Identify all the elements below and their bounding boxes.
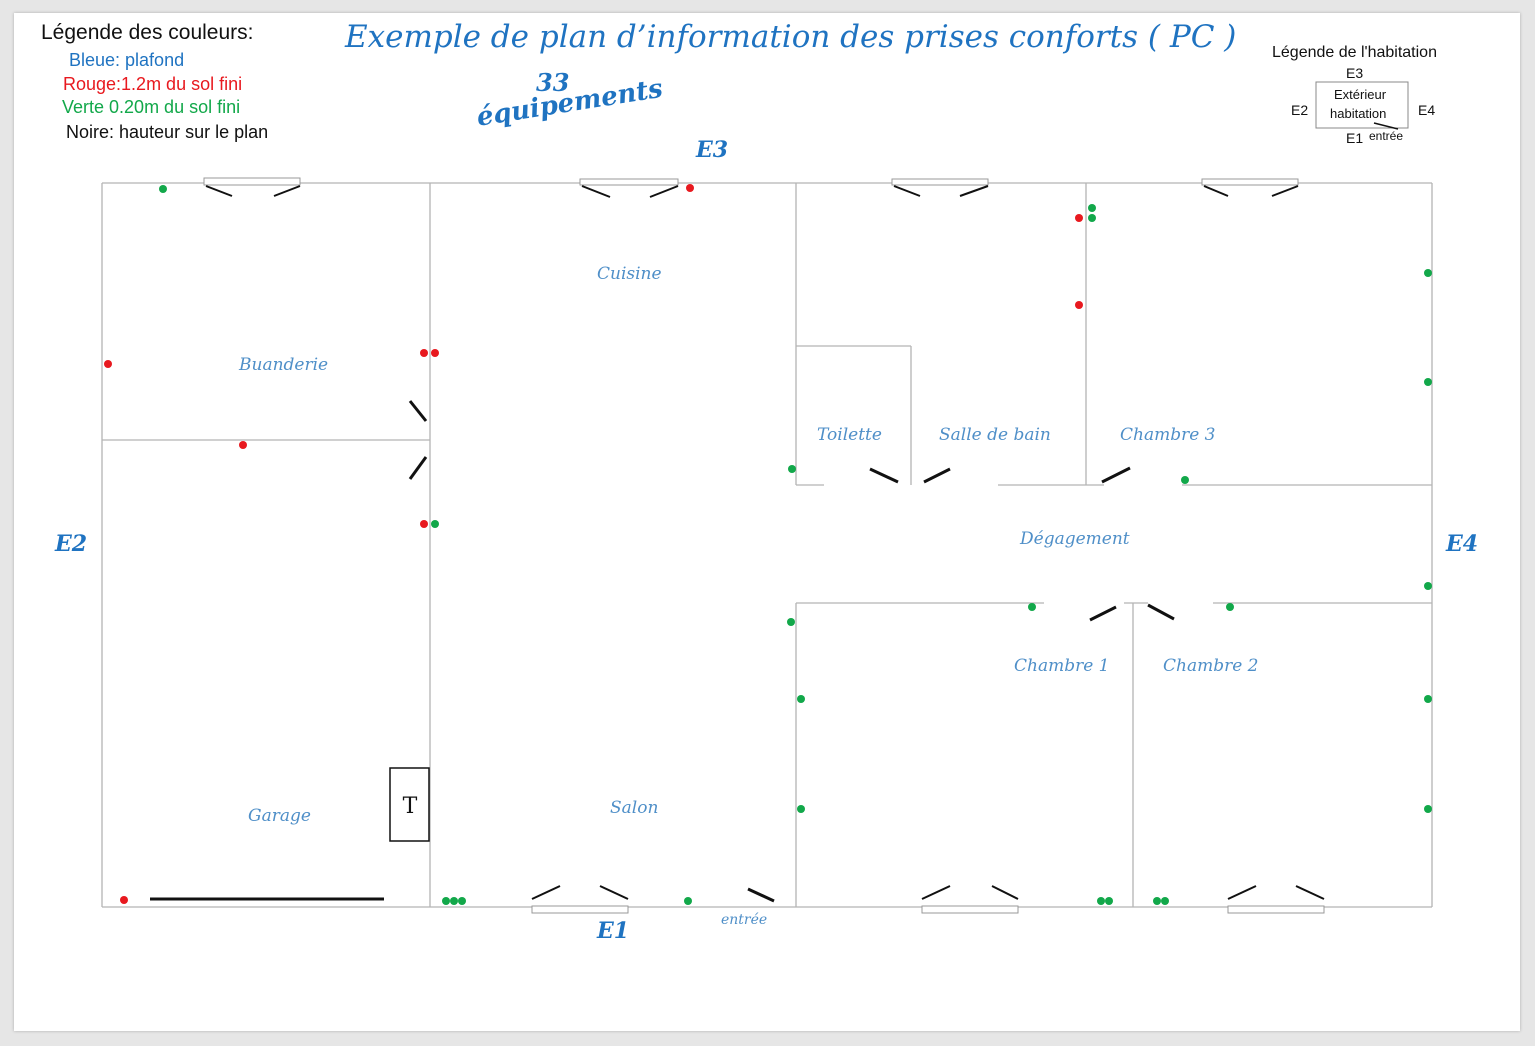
window-salle-de-bain <box>891 178 989 197</box>
outlet-green <box>1097 897 1105 905</box>
window-chambre1 <box>921 885 1019 914</box>
door-entree <box>747 887 775 903</box>
room-label-chambre1: Chambre 1 <box>1014 656 1110 676</box>
legend-e2: E2 <box>1291 102 1309 118</box>
door-chambre1 <box>1089 605 1117 622</box>
outlet-red <box>120 896 128 904</box>
outlet-green <box>1424 805 1432 813</box>
legend-green: Verte 0.20m du sol fini <box>62 97 241 117</box>
outlets <box>104 184 1432 905</box>
door-toilette <box>869 467 899 484</box>
room-label-cuisine: Cuisine <box>597 264 662 284</box>
outlet-green <box>431 520 439 528</box>
outlet-green <box>442 897 450 905</box>
habitation-legend-diagram <box>1315 81 1409 130</box>
outlet-green <box>159 185 167 193</box>
habitation-legend-heading: Légende de l'habitation <box>1272 44 1437 61</box>
room-label-salle-de-bain: Salle de bain <box>939 425 1051 445</box>
slide: T <box>14 13 1520 1031</box>
outlet-red <box>1075 301 1083 309</box>
legend-blue: Bleue: plafond <box>69 50 185 70</box>
color-legend-heading: Légende des couleurs: <box>41 21 254 44</box>
outlet-green <box>1161 897 1169 905</box>
side-label-e1: E1 <box>597 918 630 944</box>
door-chambre3 <box>1101 466 1131 484</box>
legend-e1: E1 <box>1346 130 1364 146</box>
door-buanderie <box>408 400 428 422</box>
page-title: Exemple de plan d’information des prises… <box>345 19 1237 55</box>
outlet-green <box>1424 695 1432 703</box>
outlet-red <box>420 349 428 357</box>
room-label-garage: Garage <box>248 806 311 826</box>
outlet-green <box>797 805 805 813</box>
outlet-green <box>1088 204 1096 212</box>
side-label-e4: E4 <box>1446 531 1479 557</box>
outlet-green <box>1424 269 1432 277</box>
window-chambre3 <box>1201 178 1299 197</box>
outlet-green <box>797 695 805 703</box>
window-cuisine <box>579 178 679 198</box>
outlet-green <box>1424 378 1432 386</box>
outlet-red <box>1075 214 1083 222</box>
outlet-green <box>1105 897 1113 905</box>
side-label-e3: E3 <box>696 137 729 163</box>
door-chambre2 <box>1147 603 1175 621</box>
side-label-e2: E2 <box>55 531 88 557</box>
outlet-green <box>450 897 458 905</box>
equipment-count: 33 <box>536 68 570 97</box>
legend-black: Noire: hauteur sur le plan <box>66 122 269 142</box>
room-label-salon: Salon <box>610 798 659 818</box>
outlet-green <box>684 897 692 905</box>
entrance-label: entrée <box>721 912 768 928</box>
walls <box>101 182 1433 908</box>
outlet-red <box>239 441 247 449</box>
outlet-red <box>431 349 439 357</box>
outlet-green <box>1226 603 1234 611</box>
outlet-green <box>787 618 795 626</box>
room-label-buanderie: Buanderie <box>239 355 329 375</box>
window-salon <box>531 885 629 914</box>
room-label-chambre3: Chambre 3 <box>1120 425 1216 445</box>
electrical-panel: T <box>389 767 430 842</box>
room-label-degagement: Dégagement <box>1020 529 1130 549</box>
door-salle-de-bain <box>923 467 951 484</box>
outlet-red <box>686 184 694 192</box>
outlet-green <box>458 897 466 905</box>
door-garage <box>408 456 428 480</box>
room-label-toilette: Toilette <box>817 425 882 445</box>
doors <box>150 400 1175 903</box>
legend-e4: E4 <box>1418 102 1436 118</box>
legend-box-line2: habitation <box>1330 106 1387 121</box>
electrical-panel-label: T <box>403 794 418 819</box>
outlet-green <box>1424 582 1432 590</box>
window-chambre2 <box>1227 885 1325 914</box>
windows <box>203 177 1325 914</box>
room-label-chambre2: Chambre 2 <box>1163 656 1259 676</box>
legend-e3: E3 <box>1346 65 1364 81</box>
legend-red: Rouge:1.2m du sol fini <box>63 74 243 94</box>
outlet-green <box>788 465 796 473</box>
outlet-green <box>1028 603 1036 611</box>
outlet-red <box>420 520 428 528</box>
outlet-green <box>1181 476 1189 484</box>
outlet-red <box>104 360 112 368</box>
legend-box-line1: Extérieur <box>1334 87 1387 102</box>
outlet-green <box>1153 897 1161 905</box>
floor-plan: T <box>101 81 1433 914</box>
outlet-green <box>1088 214 1096 222</box>
window-buanderie <box>203 177 301 197</box>
legend-entrance: entrée <box>1369 129 1404 143</box>
